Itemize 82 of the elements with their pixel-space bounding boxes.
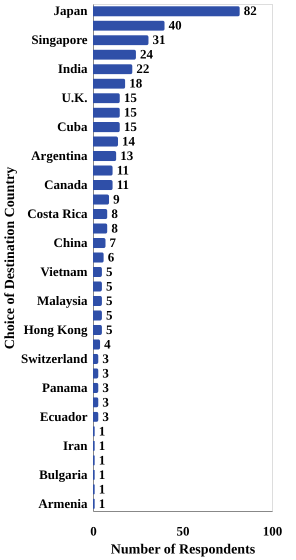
bar [93, 78, 126, 89]
bar [93, 6, 240, 16]
bar [93, 324, 102, 335]
data-label: 1 [98, 466, 106, 482]
data-label: 9 [113, 192, 120, 207]
data-label: 15 [124, 90, 138, 106]
data-label: 5 [106, 322, 113, 337]
data-label: 40 [168, 18, 182, 33]
bar [93, 136, 118, 147]
x-tick-label: 0 [90, 524, 97, 538]
bar [93, 281, 102, 292]
data-label: 3 [102, 394, 110, 410]
data-label: 7 [110, 235, 117, 250]
data-label: 5 [106, 292, 113, 308]
bar [93, 50, 136, 60]
bar [93, 296, 102, 306]
data-label: 31 [152, 32, 166, 48]
y-tick-label: Vietnam [40, 264, 88, 279]
bar [93, 35, 148, 46]
bar [93, 151, 116, 162]
data-label: 3 [102, 365, 110, 380]
y-tick-label: U.K. [62, 90, 88, 106]
data-label: 11 [116, 162, 129, 178]
data-label: 82 [244, 3, 257, 18]
data-label: 8 [111, 206, 118, 222]
x-tick-label: 50 [176, 524, 190, 538]
data-label: 1 [98, 496, 106, 511]
bar [93, 339, 100, 350]
y-tick-label: Bulgaria [39, 466, 88, 482]
data-label: 5 [106, 264, 113, 279]
data-label: 5 [106, 307, 113, 322]
y-tick-label: Costa Rica [27, 206, 88, 222]
y-tick-label: China [54, 235, 88, 250]
y-tick-label: Singapore [31, 32, 88, 48]
y-tick-label: Malaysia [36, 292, 88, 308]
bar [93, 208, 108, 220]
data-label: 1 [98, 423, 106, 438]
data-label: 15 [124, 104, 138, 120]
data-label: 24 [140, 46, 154, 62]
data-label: 1 [98, 452, 106, 468]
data-label: 8 [111, 220, 118, 236]
x-axis-title: Number of Respondents [110, 542, 256, 558]
bar [93, 122, 120, 132]
bar [93, 194, 110, 205]
x-tick-label: 100 [262, 524, 282, 538]
y-axis-title: Choice of Destination Country [3, 166, 18, 350]
bar [93, 266, 102, 278]
y-tick-label: Hong Kong [24, 322, 88, 337]
y-tick-label: Armenia [38, 496, 88, 511]
y-tick-label: Ecuador [40, 408, 88, 424]
bar [93, 20, 165, 31]
data-label: 13 [120, 148, 134, 164]
data-label: 11 [116, 177, 129, 192]
data-label: 22 [136, 61, 150, 76]
y-tick-label: Canada [44, 177, 88, 192]
bar [93, 180, 113, 190]
bar [93, 108, 120, 118]
data-label: 3 [102, 350, 110, 366]
y-tick-label: Panama [42, 380, 88, 395]
bar [93, 238, 106, 248]
data-label: 6 [108, 250, 115, 264]
bar [93, 166, 113, 176]
data-label: 1 [98, 438, 106, 453]
bar [93, 252, 104, 263]
bar [93, 310, 102, 321]
data-label: 1 [98, 481, 106, 496]
y-tick-label: Japan [54, 3, 88, 18]
data-label: 3 [102, 408, 110, 424]
y-tick-label: Cuba [57, 119, 88, 134]
bar [93, 93, 120, 104]
y-tick-label: Argentina [31, 148, 88, 164]
y-tick-label: Iran [62, 438, 88, 453]
data-label: 4 [104, 336, 112, 352]
bar [93, 64, 132, 74]
y-tick-label: Switzerland [21, 350, 88, 366]
data-label: 15 [124, 119, 138, 134]
bar [93, 223, 108, 234]
data-label: 5 [106, 278, 113, 294]
data-label: 3 [102, 380, 110, 395]
data-label: 18 [129, 76, 143, 91]
y-tick-label: India [58, 61, 88, 76]
data-label: 14 [122, 134, 136, 149]
